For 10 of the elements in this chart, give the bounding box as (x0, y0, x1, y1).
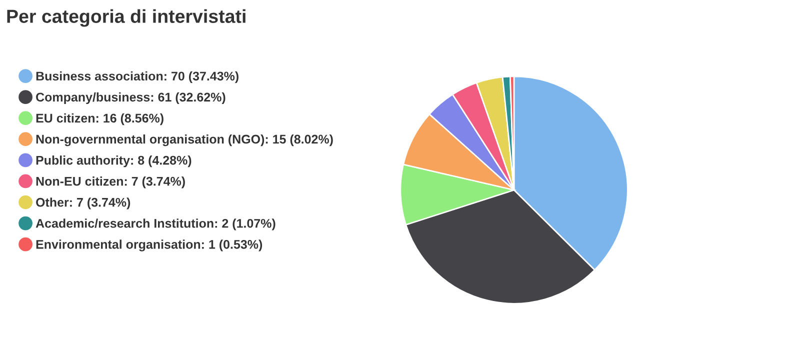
legend-label: Company/business: 61 (32.62%) (36, 92, 226, 104)
legend-label: Business association: 70 (37.43%) (36, 71, 238, 84)
legend-label: Non-EU citizen: 7 (3.74%) (36, 176, 185, 188)
legend-label: Public authority: 8 (4.28%) (36, 156, 192, 168)
legend-label: Non-governmental organisation (NGO): 15 (8.02%) (36, 134, 333, 146)
legend-label: EU citizen: 16 (8.56%) (36, 113, 164, 126)
legend-label: Other: 7 (3.74%) (36, 198, 130, 210)
legend-label: Academic/research Institution: 2 (1.07%) (36, 218, 276, 230)
legend-label: Environmental organisation: 1 (0.53%) (36, 240, 262, 252)
chart-title: Per categoria di intervistati (7, 9, 246, 27)
